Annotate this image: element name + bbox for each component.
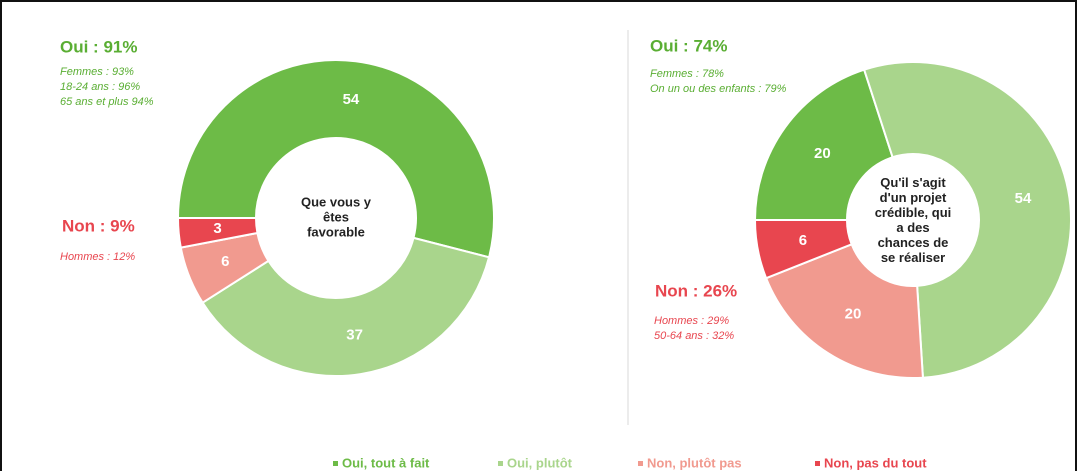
yes-note: Femmes : 78% bbox=[650, 68, 724, 80]
no-note: Hommes : 29% bbox=[654, 315, 729, 327]
donut-slice bbox=[176, 217, 259, 249]
legend-label: Non, plutôt pas bbox=[647, 455, 742, 470]
yes-title: Oui : 74% bbox=[650, 36, 727, 55]
center-label: favorable bbox=[307, 224, 365, 239]
slice-label: 20 bbox=[814, 145, 831, 162]
no-note: Hommes : 12% bbox=[60, 251, 135, 263]
no-title: Non : 9% bbox=[62, 216, 135, 235]
center-label: a des bbox=[896, 220, 929, 235]
donut-slice bbox=[176, 59, 495, 259]
center-label: chances de bbox=[878, 235, 949, 250]
center-label: crédible, qui bbox=[875, 205, 952, 220]
donut-slice bbox=[764, 242, 924, 379]
center-label: Qu'il s'agit bbox=[880, 175, 946, 190]
legend-swatch bbox=[638, 461, 643, 466]
legend-swatch bbox=[333, 461, 338, 466]
donut-slice bbox=[862, 61, 1072, 379]
slice-label: 37 bbox=[346, 327, 363, 344]
yes-note: Femmes : 93% bbox=[60, 66, 134, 78]
donut-slice bbox=[201, 236, 491, 377]
slice-label: 6 bbox=[799, 232, 807, 249]
no-note: 50-64 ans : 32% bbox=[654, 330, 734, 342]
legend-swatch bbox=[815, 461, 820, 466]
no-title: Non : 26% bbox=[655, 281, 737, 300]
yes-note: 18-24 ans : 96% bbox=[60, 81, 140, 93]
legend-swatch bbox=[498, 461, 503, 466]
donut-slice bbox=[753, 219, 853, 280]
center-label: se réaliser bbox=[881, 250, 945, 265]
center-label: Que vous y bbox=[301, 194, 372, 209]
yes-title: Oui : 91% bbox=[60, 37, 137, 56]
center-label: êtes bbox=[323, 209, 349, 224]
yes-note: On un ou des enfants : 79% bbox=[650, 83, 787, 95]
center-label: d'un projet bbox=[880, 190, 947, 205]
legend-label: Oui, plutôt bbox=[507, 455, 573, 470]
legend-label: Non, pas du tout bbox=[824, 455, 927, 470]
legend-label: Oui, tout à fait bbox=[342, 455, 430, 470]
donut-slice bbox=[753, 68, 894, 221]
slice-label: 54 bbox=[343, 91, 360, 108]
slice-label: 3 bbox=[213, 220, 221, 237]
slice-label: 6 bbox=[221, 253, 229, 270]
slice-label: 54 bbox=[1015, 190, 1032, 207]
yes-note: 65 ans et plus 94% bbox=[60, 96, 154, 108]
slice-label: 20 bbox=[845, 306, 862, 323]
